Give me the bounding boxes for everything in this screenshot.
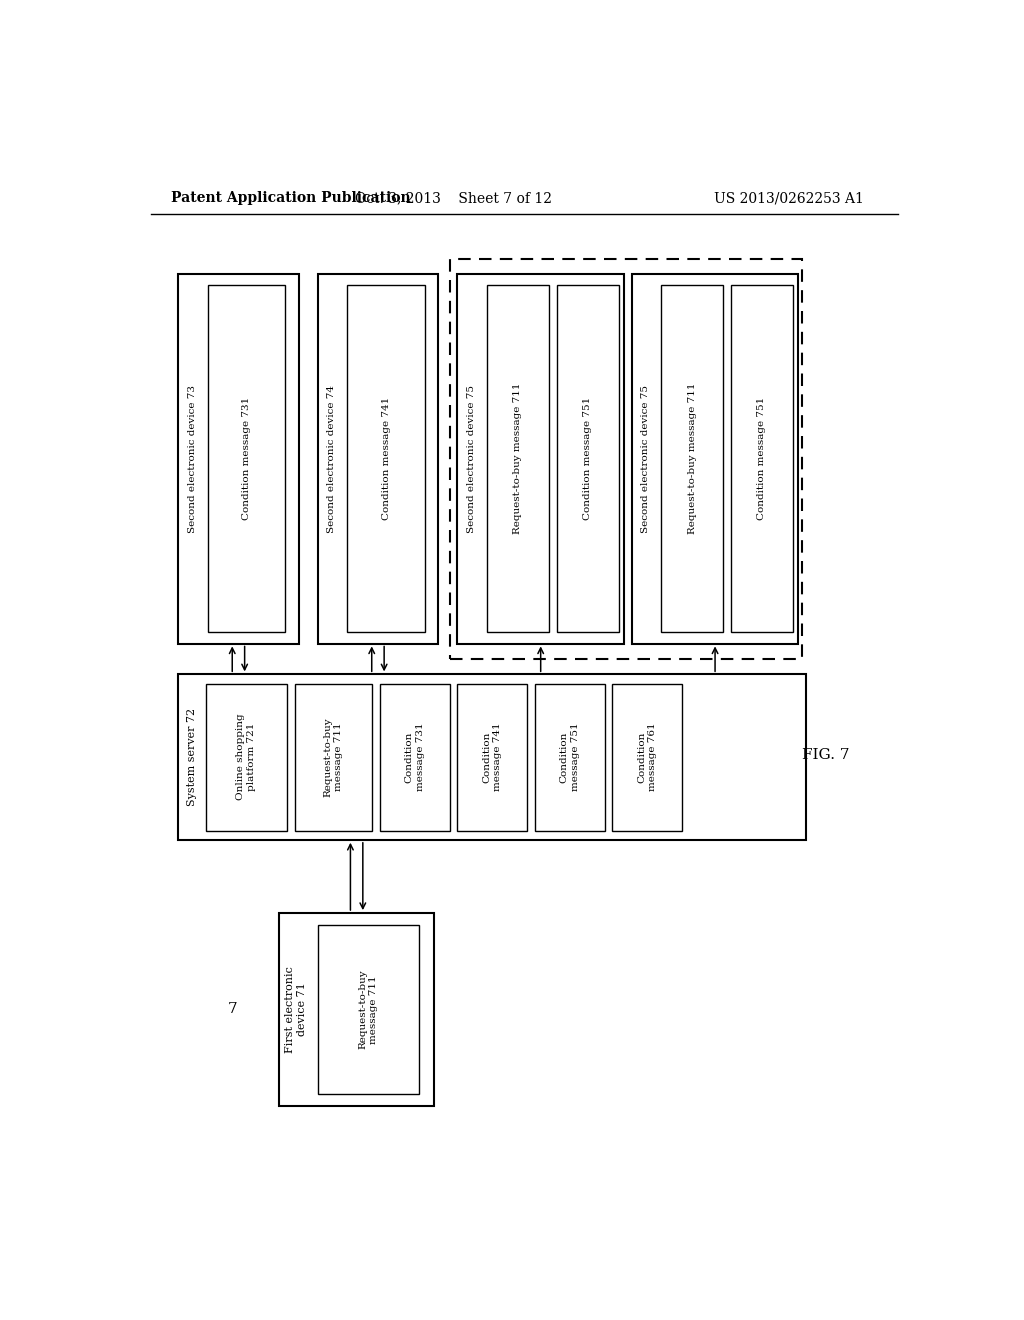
Bar — [380, 684, 450, 830]
Bar — [535, 684, 604, 830]
Text: Oct. 3, 2013    Sheet 7 of 12: Oct. 3, 2013 Sheet 7 of 12 — [355, 191, 552, 206]
Text: First electronic
device 71: First electronic device 71 — [285, 966, 307, 1052]
Text: Second electronic device 73: Second electronic device 73 — [187, 384, 197, 533]
Bar — [632, 275, 799, 644]
Text: Second electronic device 75: Second electronic device 75 — [641, 384, 650, 533]
Text: Request-to-buy
message 711: Request-to-buy message 711 — [324, 717, 343, 797]
Text: Condition message 731: Condition message 731 — [242, 397, 251, 520]
Bar — [295, 684, 372, 830]
Text: Second electronic device 75: Second electronic device 75 — [467, 384, 476, 533]
Bar — [347, 285, 425, 632]
Bar — [557, 285, 618, 632]
Text: Condition message 751: Condition message 751 — [583, 397, 592, 520]
Text: Condition
message 741: Condition message 741 — [482, 723, 503, 792]
Text: Request-to-buy message 711: Request-to-buy message 711 — [688, 383, 696, 535]
Bar — [731, 285, 793, 632]
Bar — [208, 285, 286, 632]
Bar — [612, 684, 682, 830]
Text: Condition message 751: Condition message 751 — [758, 397, 766, 520]
Text: Online shopping
platform 721: Online shopping platform 721 — [237, 714, 256, 800]
Text: Request-to-buy message 711: Request-to-buy message 711 — [513, 383, 522, 535]
Bar — [458, 684, 527, 830]
Bar — [280, 913, 434, 1106]
Text: Patent Application Publication: Patent Application Publication — [171, 191, 411, 206]
Text: FIG. 7: FIG. 7 — [802, 748, 850, 762]
Bar — [206, 684, 287, 830]
Text: Condition
message 761: Condition message 761 — [637, 723, 657, 792]
Text: Condition
message 751: Condition message 751 — [560, 723, 580, 792]
Text: Condition message 741: Condition message 741 — [382, 397, 390, 520]
Bar — [178, 275, 299, 644]
Text: 7: 7 — [227, 1002, 238, 1016]
Text: System server 72: System server 72 — [186, 708, 197, 807]
Bar — [317, 275, 438, 644]
Bar — [486, 285, 549, 632]
Text: US 2013/0262253 A1: US 2013/0262253 A1 — [715, 191, 864, 206]
Bar — [662, 285, 723, 632]
Text: Condition
message 731: Condition message 731 — [404, 723, 425, 792]
Bar — [178, 675, 806, 840]
Text: Second electronic device 74: Second electronic device 74 — [328, 384, 336, 533]
Bar — [317, 924, 419, 1094]
Bar — [450, 259, 802, 659]
Bar — [458, 275, 624, 644]
Text: Request-to-buy
message 711: Request-to-buy message 711 — [358, 969, 378, 1049]
